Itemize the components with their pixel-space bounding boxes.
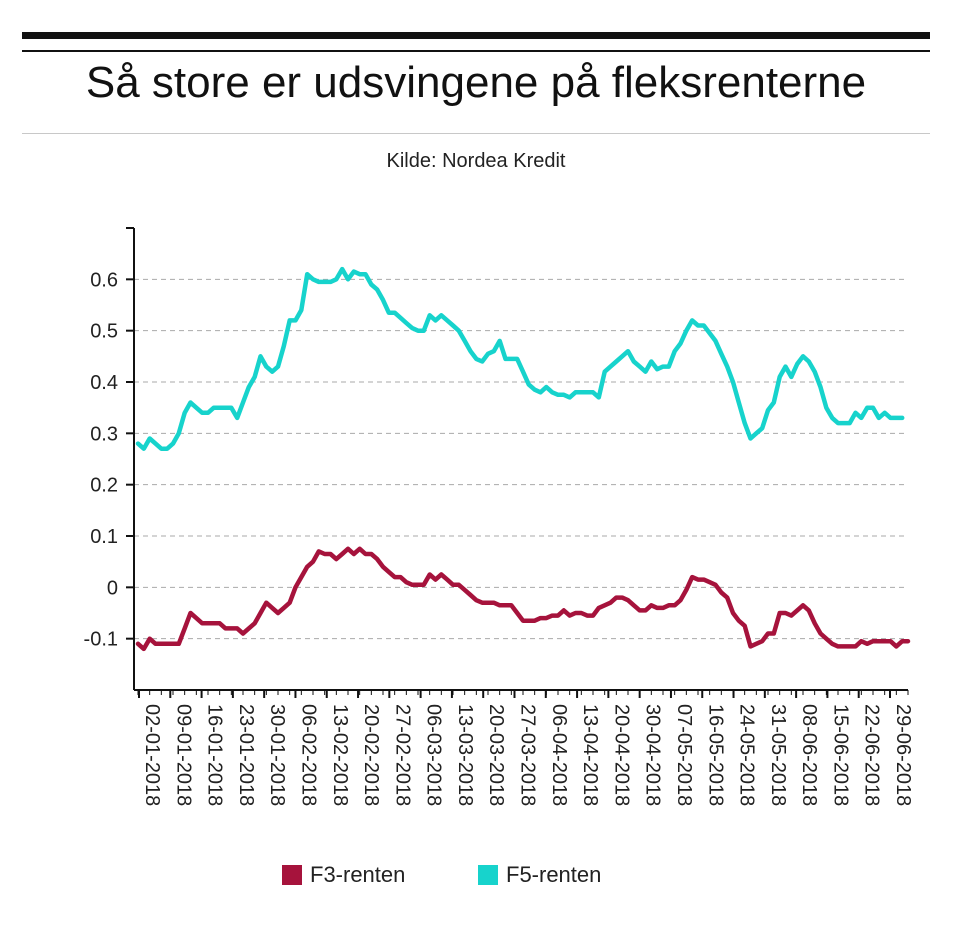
x-tick-label: 20-03-2018 — [485, 704, 507, 806]
x-tick-label: 30-01-2018 — [266, 704, 288, 806]
x-tick-label: 23-01-2018 — [235, 704, 257, 806]
x-tick-label: 16-01-2018 — [204, 704, 226, 806]
x-tick-label: 06-03-2018 — [423, 704, 445, 806]
x-tick-label: 20-02-2018 — [360, 704, 382, 806]
x-tick-label: 29-06-2018 — [892, 704, 914, 806]
x-tick-label: 13-02-2018 — [329, 704, 351, 806]
x-tick-label: 06-04-2018 — [548, 704, 570, 806]
legend-item-f3[interactable]: F3-renten — [282, 862, 405, 888]
top-rule-thin — [22, 50, 930, 52]
y-tick-label: 0.1 — [90, 526, 118, 548]
y-tick-label: 0.4 — [90, 372, 118, 394]
x-tick-label: 27-03-2018 — [517, 704, 539, 806]
x-tick-label: 09-01-2018 — [172, 704, 194, 806]
legend-swatch-f3 — [282, 865, 302, 885]
x-tick-label: 06-02-2018 — [297, 704, 319, 806]
legend-swatch-f5 — [478, 865, 498, 885]
x-tick-label: 31-05-2018 — [767, 704, 789, 806]
title-divider — [22, 133, 930, 134]
x-tick-label: 20-04-2018 — [610, 704, 632, 806]
top-rule-thick — [22, 32, 930, 39]
x-tick-label: 13-03-2018 — [454, 704, 476, 806]
legend-item-f5[interactable]: F5-renten — [478, 862, 601, 888]
y-tick-label: -0.1 — [84, 629, 118, 651]
legend-label-f5: F5-renten — [506, 862, 602, 887]
x-tick-label: 07-05-2018 — [673, 704, 695, 806]
chart-title: Så store er udsvingene på fleksrenterne — [85, 58, 867, 107]
x-tick-label: 08-06-2018 — [798, 704, 820, 806]
series-line-f3 — [135, 546, 911, 652]
y-tick-label: 0.2 — [90, 475, 118, 497]
legend-label-f3: F3-renten — [310, 862, 406, 887]
x-tick-label: 15-06-2018 — [829, 704, 851, 806]
x-tick-label: 16-05-2018 — [704, 704, 726, 806]
x-tick-label: 22-06-2018 — [861, 704, 883, 806]
y-tick-label: 0.3 — [90, 423, 118, 445]
x-tick-label: 02-01-2018 — [141, 704, 163, 806]
x-tick-label: 13-04-2018 — [579, 704, 601, 806]
x-tick-label: 24-05-2018 — [736, 704, 758, 806]
legend: F3-renten F5-renten — [0, 862, 960, 892]
x-tick-label: 30-04-2018 — [642, 704, 664, 806]
series-line-f5 — [135, 266, 905, 451]
y-tick-label: 0.6 — [90, 269, 118, 291]
y-tick-label: 0 — [107, 577, 118, 599]
x-tick-label: 27-02-2018 — [391, 704, 413, 806]
y-tick-label: 0.5 — [90, 321, 118, 343]
chart-subtitle: Kilde: Nordea Kredit — [386, 150, 566, 172]
